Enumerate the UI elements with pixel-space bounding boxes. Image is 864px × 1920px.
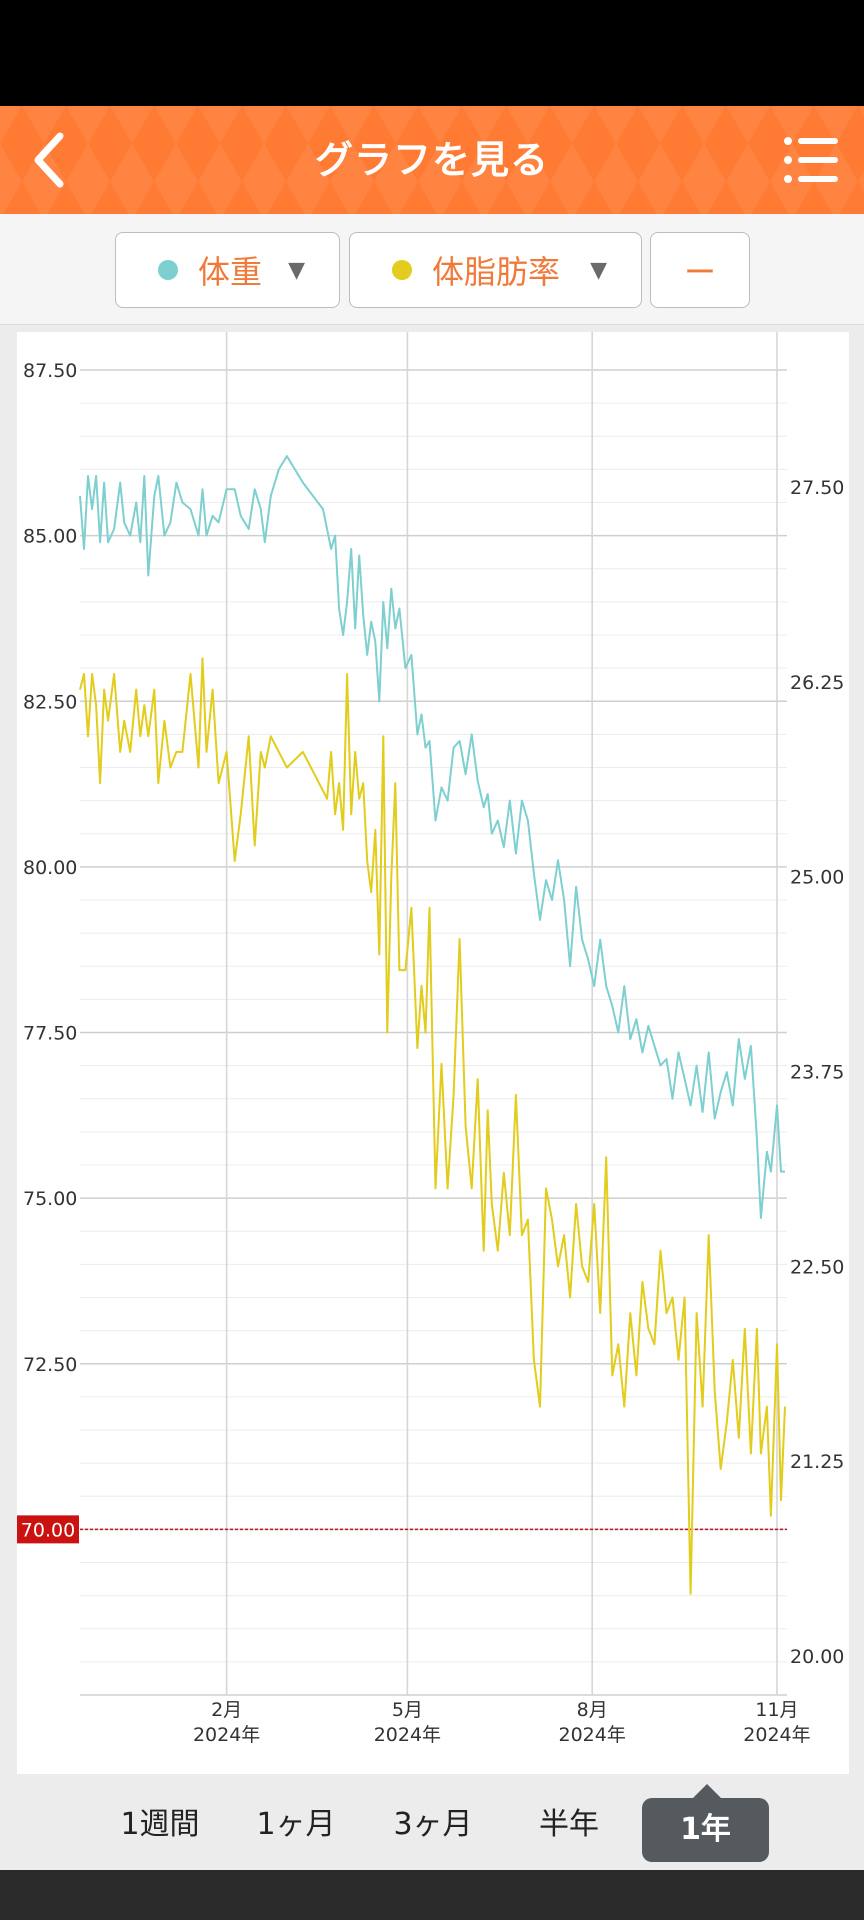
- period-half-year[interactable]: 半年: [539, 1807, 599, 1842]
- back-button[interactable]: [22, 128, 86, 192]
- y-left-tick-label: 75.00: [23, 1188, 77, 1210]
- x-tick-label: 11月: [755, 1699, 798, 1721]
- x-tick-year-label: 2024年: [193, 1724, 260, 1746]
- period-tabs: 1週間 1ヶ月 3ヶ月 半年 1年: [0, 1774, 864, 1870]
- chevron-left-icon: [34, 132, 64, 188]
- y-left-tick-label: 80.00: [23, 857, 77, 879]
- y-left-tick-label: 72.50: [23, 1354, 77, 1376]
- app-header: グラフを見る: [0, 106, 864, 214]
- x-tick-label: 2月: [211, 1699, 242, 1721]
- y-right-tick-label: 21.25: [790, 1451, 844, 1473]
- period-1-year[interactable]: 1年: [642, 1798, 769, 1862]
- period-1-week[interactable]: 1週間: [120, 1807, 200, 1842]
- y-right-tick-label: 22.50: [790, 1256, 844, 1278]
- weight-series-line: [79, 455, 785, 1219]
- target-label: 70.00: [21, 1519, 75, 1541]
- body-fat-series-line: [79, 657, 786, 1595]
- list-menu-icon: [784, 137, 838, 183]
- y-right-tick-label: 27.50: [790, 477, 844, 499]
- x-tick-year-label: 2024年: [558, 1724, 625, 1746]
- y-left-tick-label: 77.50: [23, 1023, 77, 1045]
- period-1-month[interactable]: 1ヶ月: [256, 1807, 336, 1842]
- third-series-label: ー: [683, 253, 716, 291]
- dropdown-arrow-icon: ▼: [288, 258, 305, 283]
- status-bar: [0, 0, 864, 106]
- dropdown-arrow-icon: ▼: [590, 258, 607, 283]
- active-period-caret: [693, 1784, 721, 1798]
- y-left-tick-label: 82.50: [23, 691, 77, 713]
- period-3-months[interactable]: 3ヶ月: [393, 1807, 473, 1842]
- weight-bodyfat-chart: 2月 2024年 5月 2024年 8月 2024年 11月 2024年 87.50 85.00 8…: [17, 332, 844, 1746]
- weight-color-dot: [158, 260, 178, 280]
- y-right-tick-label: 23.75: [790, 1061, 844, 1083]
- y-left-tick-label: 87.50: [23, 360, 77, 382]
- x-tick-label: 5月: [392, 1699, 423, 1721]
- body-fat-color-dot: [392, 260, 412, 280]
- y-right-tick-label: 25.00: [790, 867, 844, 889]
- body-fat-selector-label: 体脂肪率: [432, 253, 561, 291]
- weight-selector-label: 体重: [198, 253, 263, 291]
- x-tick-year-label: 2024年: [374, 1724, 441, 1746]
- chart-panel: 2月 2024年 5月 2024年 8月 2024年 11月 2024年 87.50 85.00 8…: [17, 332, 849, 1774]
- menu-button[interactable]: [782, 132, 842, 188]
- series-selector-bar: 体重 ▼ 体脂肪率 ▼ ー: [0, 214, 864, 325]
- x-tick-year-label: 2024年: [743, 1724, 810, 1746]
- x-tick-label: 8月: [577, 1699, 608, 1721]
- body-fat-selector[interactable]: 体脂肪率 ▼: [349, 232, 642, 308]
- y-right-tick-label: 20.00: [790, 1646, 844, 1668]
- y-right-tick-label: 26.25: [790, 672, 844, 694]
- y-left-tick-label: 85.00: [23, 526, 77, 548]
- target-label-bg: [17, 1515, 79, 1544]
- weight-selector[interactable]: 体重 ▼: [115, 232, 340, 308]
- system-nav-bar: [0, 1870, 864, 1920]
- third-series-selector[interactable]: ー: [650, 232, 750, 308]
- page-title: グラフを見る: [314, 138, 549, 182]
